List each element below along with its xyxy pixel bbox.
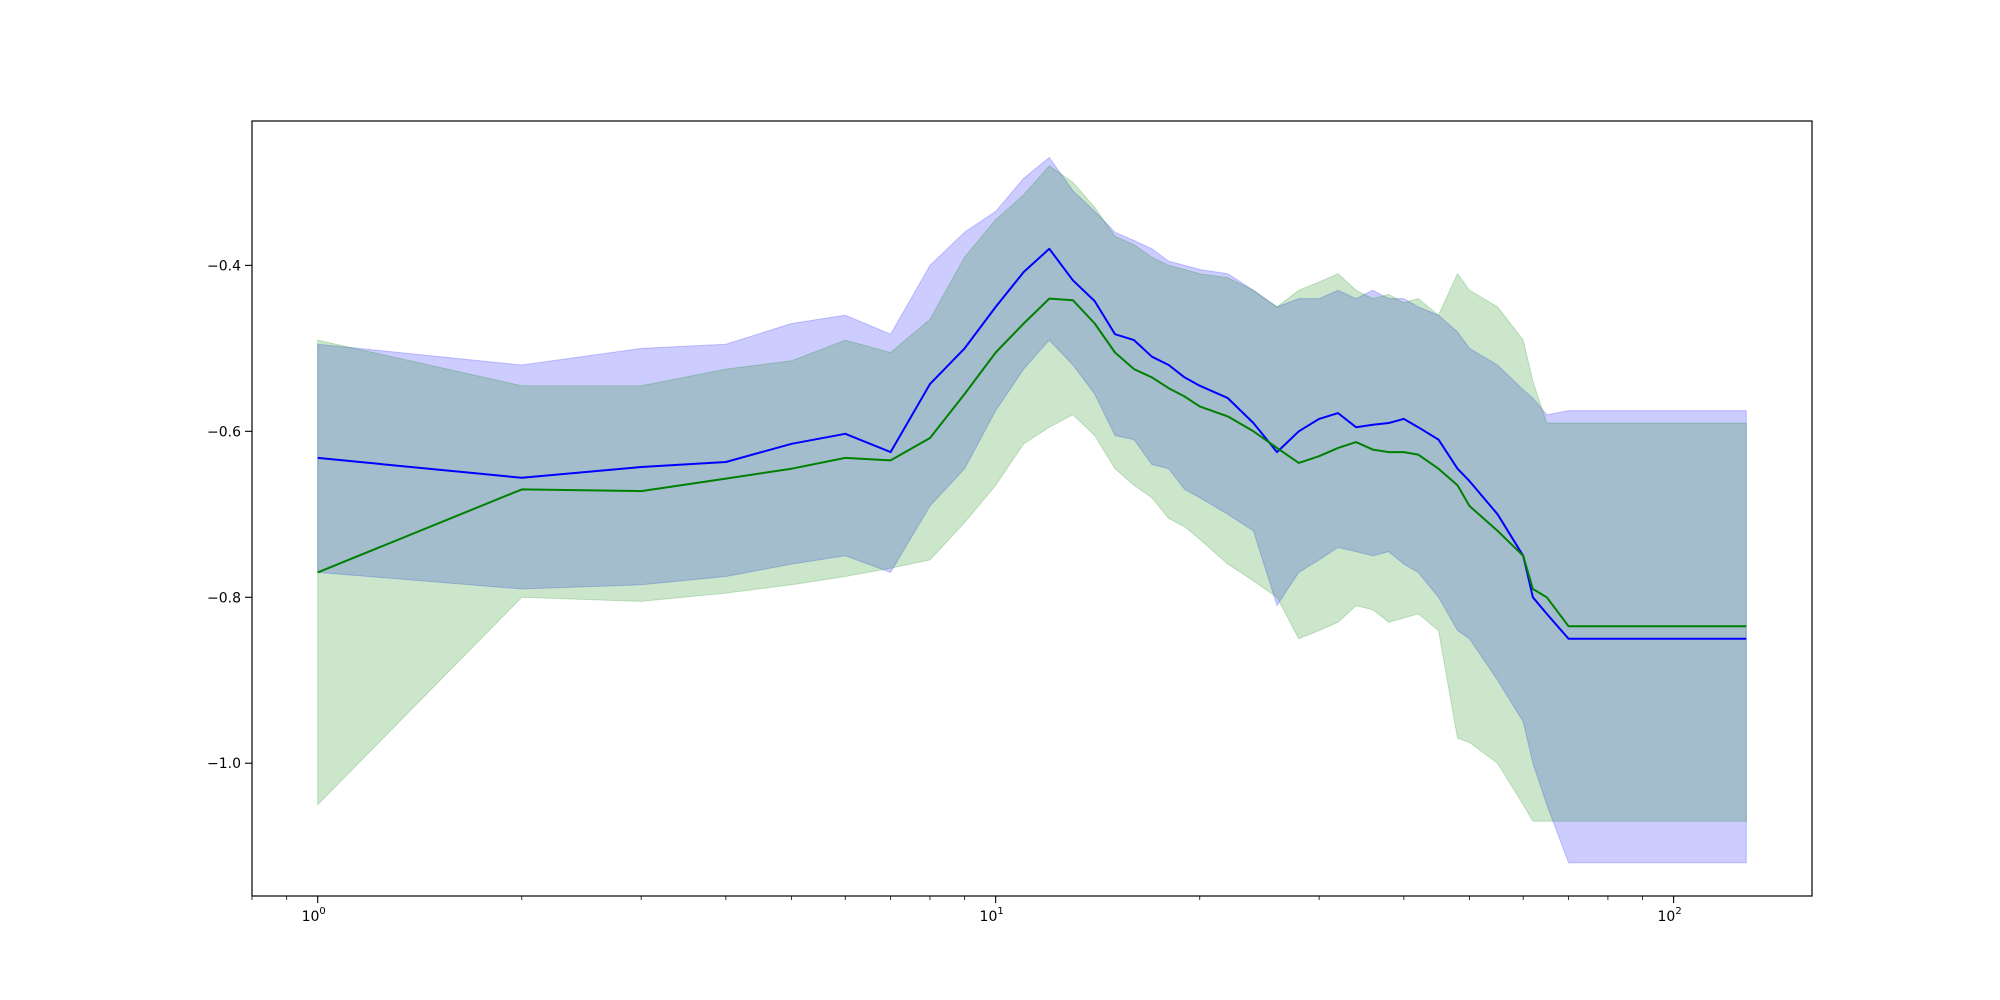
x-tick-label: 102 [1658,906,1682,925]
y-axis: −0.4 −0.6 −0.8 −1.0 [207,258,252,772]
series-1-line [317,247,1747,640]
series-2-line [317,297,1747,628]
y-tick-label: −0.4 [207,258,241,274]
y-tick-label: −0.6 [207,424,241,440]
x-tick-label: 101 [980,906,1004,925]
axes-frame [251,120,1813,897]
plot-area [317,156,1747,864]
confidence-bands [317,156,1747,864]
series-1-band [317,156,1747,864]
series-2-band [317,165,1747,822]
y-tick-label: −0.8 [207,590,241,606]
x-axis: 100 101 102 [251,896,1682,925]
y-tick-label: −1.0 [207,756,241,772]
x-tick-label: 100 [302,906,326,925]
series-lines [317,247,1747,640]
